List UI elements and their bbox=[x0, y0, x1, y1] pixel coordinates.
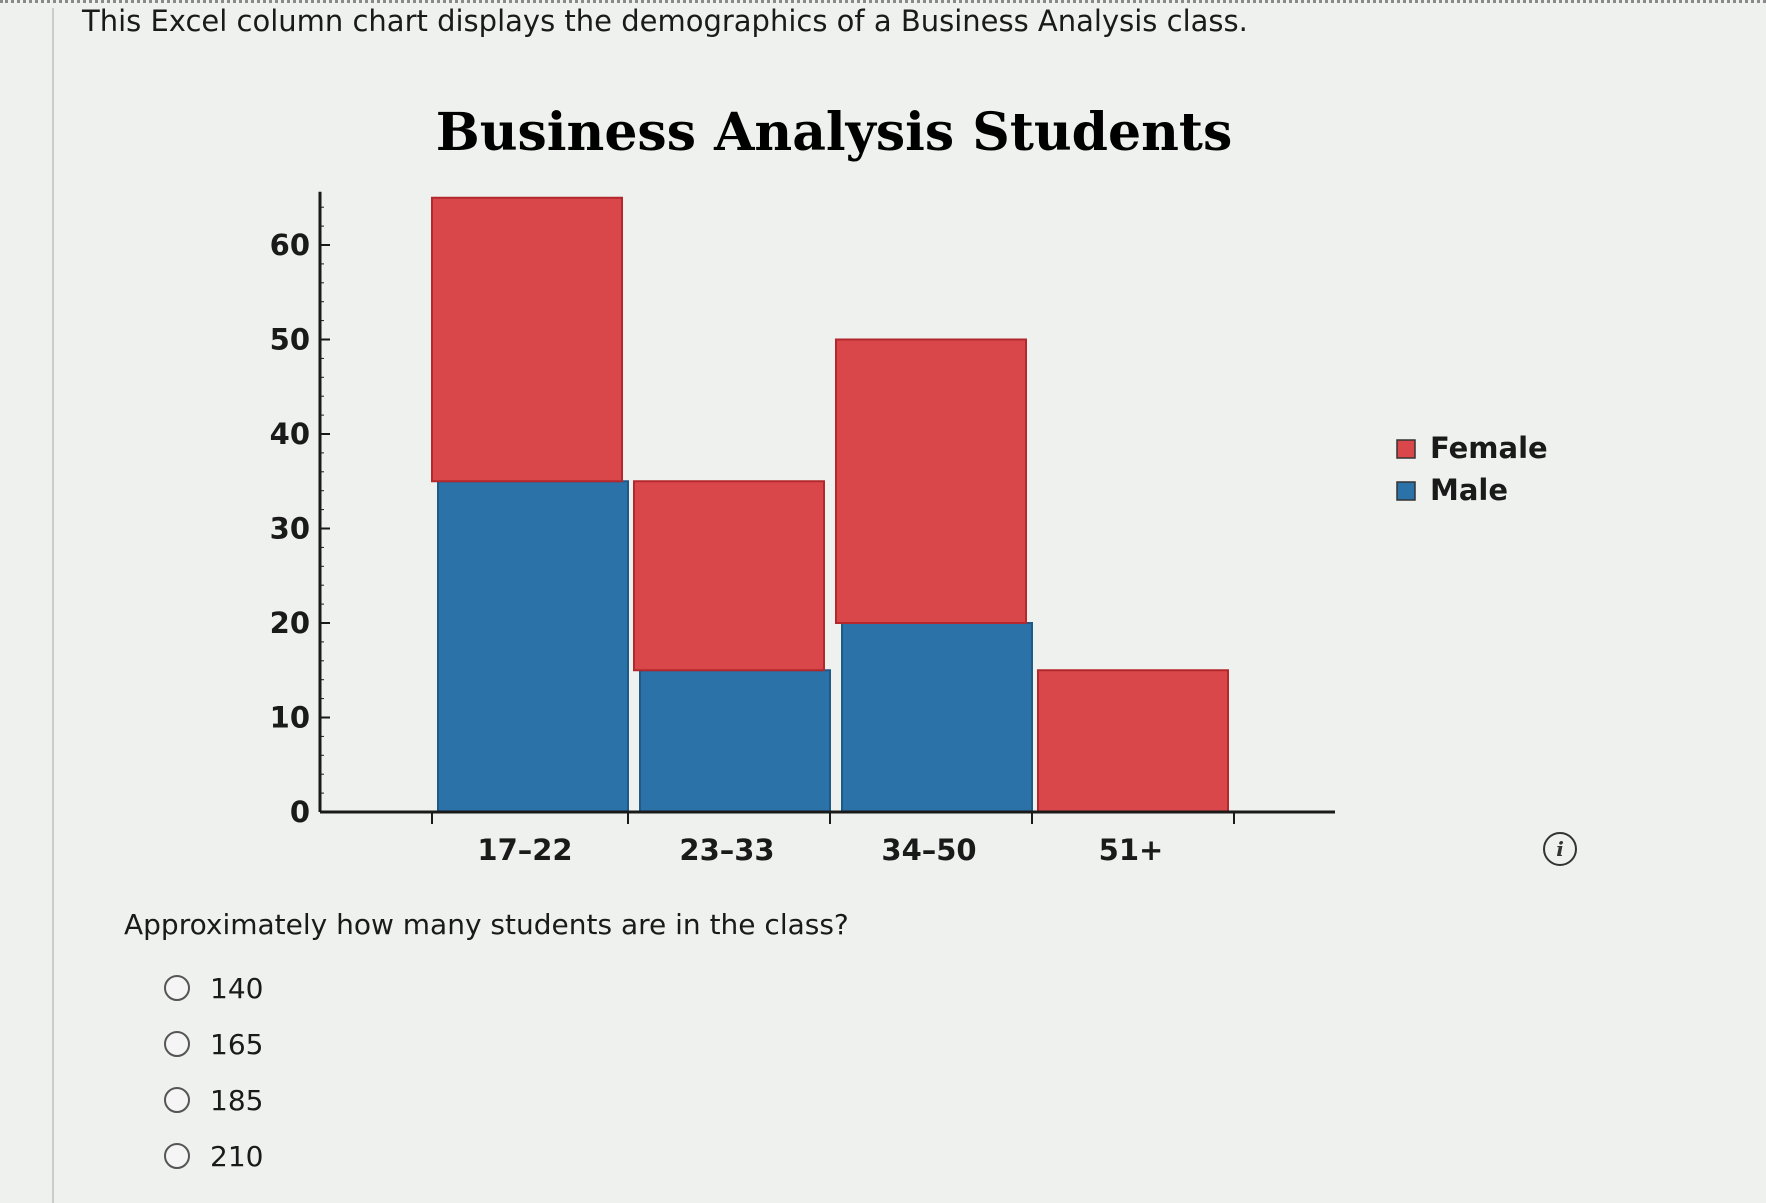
radio-icon[interactable] bbox=[164, 1087, 190, 1113]
bar-female-2 bbox=[835, 338, 1027, 624]
option-label: 165 bbox=[210, 1027, 264, 1061]
bars-group bbox=[431, 196, 1229, 813]
y-tick-label: 10 bbox=[270, 701, 310, 735]
y-tick-label: 20 bbox=[270, 606, 310, 640]
radio-icon[interactable] bbox=[164, 975, 190, 1001]
option-140[interactable]: 140 bbox=[164, 960, 263, 1016]
bar-female-3 bbox=[1037, 669, 1229, 813]
bar-male-1 bbox=[639, 669, 831, 813]
y-tick-label: 0 bbox=[290, 795, 310, 829]
option-210[interactable]: 210 bbox=[164, 1128, 263, 1184]
radio-icon[interactable] bbox=[164, 1031, 190, 1057]
page-left-rule bbox=[52, 8, 54, 1203]
x-category-label: 51+ bbox=[1099, 833, 1164, 867]
intro-text: This Excel column chart displays the dem… bbox=[82, 4, 1248, 38]
x-category-label: 23–33 bbox=[679, 833, 774, 867]
y-axis: 0 10 20 30 40 50 60 bbox=[270, 191, 330, 829]
option-label: 185 bbox=[210, 1083, 264, 1117]
answer-options: 140 165 185 210 bbox=[164, 960, 263, 1184]
option-165[interactable]: 165 bbox=[164, 1016, 263, 1072]
chart-title: Business Analysis Students bbox=[436, 102, 1232, 163]
option-label: 210 bbox=[210, 1139, 264, 1173]
y-tick-label: 60 bbox=[270, 228, 310, 262]
y-tick-label: 30 bbox=[270, 512, 310, 546]
radio-icon[interactable] bbox=[164, 1143, 190, 1169]
y-tick-label: 50 bbox=[270, 323, 310, 357]
option-185[interactable]: 185 bbox=[164, 1072, 263, 1128]
legend: Female Male bbox=[1396, 431, 1548, 507]
x-category-label: 17–22 bbox=[477, 833, 572, 867]
legend-label-male: Male bbox=[1430, 473, 1508, 507]
x-axis: 17–22 23–33 34–50 51+ bbox=[320, 810, 1335, 867]
y-tick-label: 40 bbox=[270, 417, 310, 451]
info-icon[interactable]: i bbox=[1543, 832, 1577, 866]
bar-male-0 bbox=[437, 480, 629, 813]
question-text: Approximately how many students are in t… bbox=[124, 908, 849, 941]
stacked-column-chart: Business Analysis Students 0 10 20 30 40 50 60… bbox=[270, 102, 1548, 867]
x-category-label: 34–50 bbox=[881, 833, 976, 867]
option-label: 140 bbox=[210, 971, 264, 1005]
legend-swatch-male bbox=[1396, 481, 1416, 501]
bar-female-0 bbox=[431, 196, 623, 483]
page-top-border bbox=[0, 0, 1766, 6]
bar-male-2 bbox=[841, 622, 1033, 813]
legend-swatch-female bbox=[1396, 439, 1416, 459]
bar-female-1 bbox=[633, 480, 825, 672]
legend-label-female: Female bbox=[1430, 431, 1548, 465]
